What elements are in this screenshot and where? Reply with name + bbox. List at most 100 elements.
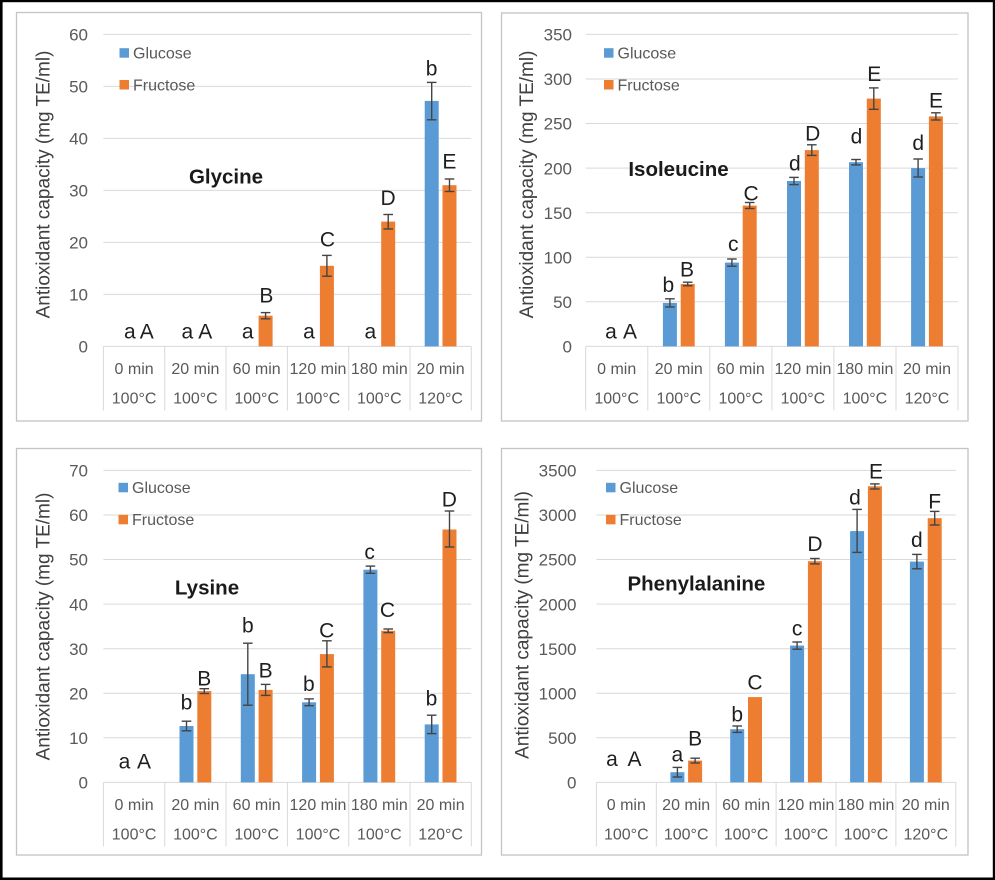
svg-text:30: 30 (69, 640, 88, 659)
svg-text:0: 0 (79, 774, 88, 793)
svg-text:200: 200 (544, 159, 572, 178)
svg-text:10: 10 (69, 286, 88, 305)
svg-text:100°C: 100°C (357, 390, 402, 407)
svg-text:180 min: 180 min (351, 797, 408, 814)
svg-text:d: d (912, 132, 924, 155)
svg-text:B: B (259, 660, 273, 683)
svg-text:B: B (680, 259, 694, 282)
svg-text:50: 50 (553, 293, 572, 312)
svg-text:Glucose: Glucose (132, 480, 191, 497)
svg-text:350: 350 (544, 26, 572, 45)
svg-text:60 min: 60 min (717, 361, 765, 378)
svg-text:C: C (319, 619, 334, 642)
svg-text:500: 500 (548, 729, 576, 748)
svg-text:c: c (792, 617, 803, 640)
svg-text:100°C: 100°C (718, 390, 763, 407)
svg-text:B: B (259, 285, 273, 308)
svg-text:b: b (662, 274, 674, 297)
svg-text:B: B (197, 668, 211, 691)
svg-text:100°C: 100°C (234, 826, 279, 843)
svg-text:D: D (805, 123, 820, 146)
svg-text:2500: 2500 (539, 551, 577, 570)
svg-text:50: 50 (69, 78, 88, 97)
svg-text:100°C: 100°C (604, 826, 649, 843)
svg-text:d: d (911, 529, 923, 552)
svg-text:120 min: 120 min (290, 797, 347, 814)
svg-text:60 min: 60 min (722, 797, 770, 814)
svg-text:c: c (728, 233, 739, 256)
svg-text:100°C: 100°C (234, 390, 279, 407)
svg-text:60: 60 (69, 506, 88, 525)
svg-text:0 min: 0 min (597, 361, 636, 378)
svg-text:20 min: 20 min (171, 797, 219, 814)
svg-text:20 min: 20 min (903, 361, 951, 378)
svg-text:Glucose: Glucose (618, 46, 677, 63)
svg-text:A: A (137, 751, 151, 774)
svg-text:0: 0 (563, 338, 572, 357)
svg-text:100°C: 100°C (781, 390, 826, 407)
svg-text:Fructose: Fructose (620, 512, 682, 529)
svg-text:100°C: 100°C (656, 390, 701, 407)
svg-text:A: A (627, 748, 641, 771)
svg-text:20 min: 20 min (417, 361, 465, 378)
svg-text:60 min: 60 min (233, 361, 281, 378)
svg-text:Fructose: Fructose (133, 77, 195, 94)
svg-text:Lysine: Lysine (175, 577, 239, 600)
svg-text:60 min: 60 min (233, 797, 281, 814)
svg-text:B: B (688, 728, 702, 751)
svg-text:100°C: 100°C (296, 390, 341, 407)
svg-text:20: 20 (69, 234, 88, 253)
svg-text:20 min: 20 min (655, 361, 703, 378)
svg-text:A: A (140, 321, 154, 344)
svg-text:180 min: 180 min (838, 797, 895, 814)
svg-text:E: E (867, 63, 881, 86)
svg-text:b: b (181, 692, 193, 715)
svg-text:100°C: 100°C (843, 390, 888, 407)
svg-text:E: E (929, 90, 943, 113)
svg-text:20 min: 20 min (171, 361, 219, 378)
svg-text:A: A (198, 321, 212, 344)
svg-text:100°C: 100°C (357, 826, 402, 843)
svg-text:a: a (303, 321, 315, 344)
svg-text:100°C: 100°C (112, 390, 157, 407)
svg-text:100°C: 100°C (296, 826, 341, 843)
svg-text:100: 100 (544, 249, 572, 268)
svg-text:Phenylalanine: Phenylalanine (627, 573, 765, 596)
svg-text:Fructose: Fructose (132, 512, 194, 529)
svg-text:10: 10 (69, 729, 88, 748)
svg-text:120°C: 120°C (418, 826, 463, 843)
svg-text:60: 60 (69, 26, 88, 45)
svg-text:Antioxidant capacity (mg TE/ml: Antioxidant capacity (mg TE/ml) (34, 493, 55, 761)
svg-text:A: A (623, 321, 637, 344)
svg-text:Fructose: Fructose (618, 77, 680, 94)
svg-text:d: d (851, 126, 863, 149)
svg-text:c: c (364, 541, 375, 564)
svg-text:180 min: 180 min (836, 361, 893, 378)
svg-text:300: 300 (544, 70, 572, 89)
svg-text:Glucose: Glucose (620, 480, 679, 497)
svg-text:E: E (869, 461, 883, 484)
svg-text:0 min: 0 min (115, 361, 154, 378)
svg-text:Glucose: Glucose (133, 46, 192, 63)
svg-text:C: C (380, 599, 395, 622)
svg-text:40: 40 (69, 130, 88, 149)
svg-text:b: b (426, 688, 438, 711)
svg-text:100°C: 100°C (724, 826, 769, 843)
svg-text:3000: 3000 (539, 506, 577, 525)
svg-text:a: a (124, 321, 136, 344)
svg-text:b: b (426, 58, 438, 81)
svg-text:F: F (928, 491, 941, 514)
svg-text:0: 0 (567, 774, 576, 793)
svg-text:180 min: 180 min (351, 361, 408, 378)
svg-text:d: d (849, 487, 861, 510)
svg-text:0 min: 0 min (607, 797, 646, 814)
svg-text:0 min: 0 min (115, 797, 154, 814)
svg-text:50: 50 (69, 551, 88, 570)
svg-text:Glycine: Glycine (189, 166, 263, 189)
svg-text:100°C: 100°C (112, 826, 157, 843)
svg-text:20 min: 20 min (902, 797, 950, 814)
svg-text:a: a (242, 321, 254, 344)
svg-text:100°C: 100°C (664, 826, 709, 843)
svg-text:120 min: 120 min (774, 361, 831, 378)
svg-text:C: C (747, 672, 762, 695)
